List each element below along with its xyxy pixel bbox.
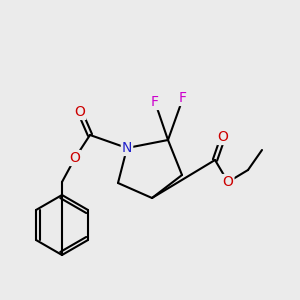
Text: O: O	[75, 105, 86, 119]
Text: F: F	[179, 91, 187, 105]
Text: O: O	[218, 130, 228, 144]
Text: O: O	[70, 151, 80, 165]
Text: F: F	[151, 95, 159, 109]
Text: O: O	[223, 175, 233, 189]
Text: N: N	[122, 141, 132, 155]
